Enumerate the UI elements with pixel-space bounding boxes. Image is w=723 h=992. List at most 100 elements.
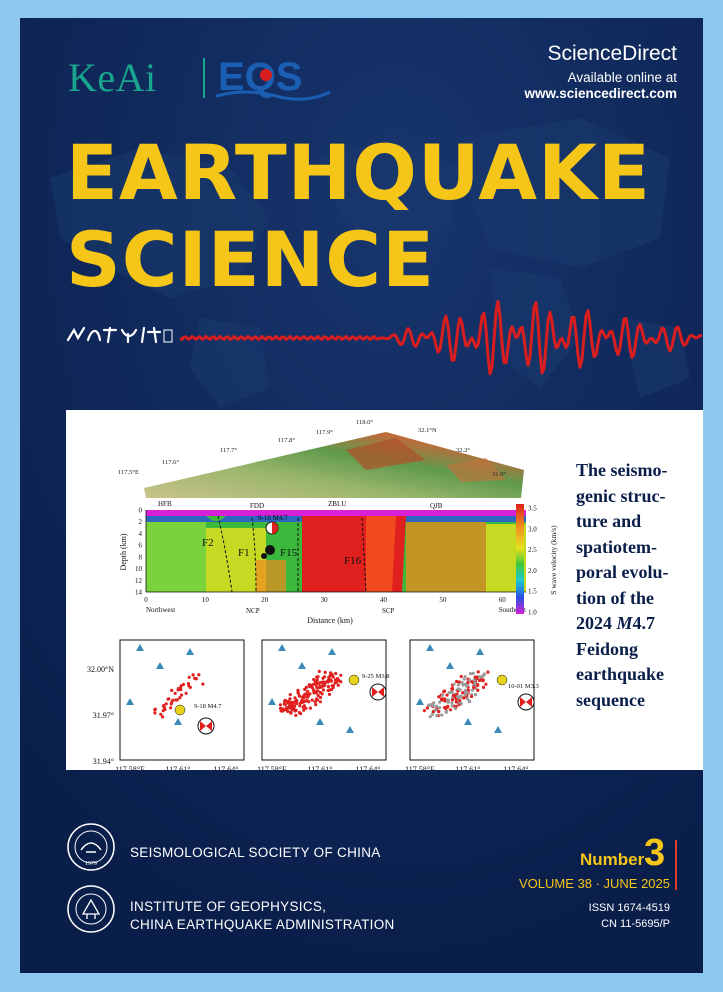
aftershock-point bbox=[306, 689, 310, 693]
epicenter-map bbox=[409, 639, 535, 761]
journal-title-line2: SCIENCE bbox=[66, 215, 436, 304]
aftershock-point bbox=[440, 698, 444, 702]
aftershock-point bbox=[486, 670, 490, 674]
depth-tick: 0 bbox=[139, 507, 143, 515]
aftershock-point bbox=[163, 707, 167, 712]
map-lon-tick: 117.9° bbox=[316, 429, 333, 436]
aftershock-point bbox=[169, 702, 173, 706]
epicenter-map bbox=[119, 639, 245, 761]
aftershock-point bbox=[310, 698, 314, 702]
aftershock-point bbox=[463, 675, 467, 679]
caption-line: tion of the bbox=[576, 587, 654, 608]
aftershock-point bbox=[319, 680, 323, 684]
aftershock-point bbox=[437, 710, 441, 714]
mainshock-marker bbox=[174, 704, 186, 716]
society2-line2: CHINA EARTHQUAKE ADMINISTRATION bbox=[130, 917, 395, 932]
aftershock-point bbox=[450, 687, 454, 691]
aftershock-point bbox=[324, 680, 328, 684]
aftershock-point bbox=[466, 680, 470, 684]
aftershock-point bbox=[476, 670, 480, 674]
colorbar-tick: 3.5 bbox=[528, 505, 537, 513]
aftershock-point bbox=[335, 680, 339, 684]
aftershock-point bbox=[187, 684, 191, 688]
aftershock-point bbox=[329, 679, 334, 683]
aftershock-point bbox=[458, 695, 462, 699]
society2-name: INSTITUTE OF GEOPHYSICS, CHINA EARTHQUAK… bbox=[130, 898, 395, 934]
map-lon-tick: 117.8° bbox=[278, 437, 295, 444]
distance-tick: 50 bbox=[439, 596, 447, 604]
aftershock-point bbox=[473, 682, 477, 687]
map-lon-tick: 118.0° bbox=[356, 419, 373, 426]
caption-line: spatiotem- bbox=[576, 536, 657, 557]
distance-tick: 40 bbox=[380, 596, 388, 604]
aftershock-point bbox=[472, 678, 476, 682]
main-event-label: 9-18 M4.7 bbox=[258, 514, 288, 522]
depth-tick: 14 bbox=[135, 589, 143, 597]
aftershock-point bbox=[316, 693, 320, 698]
aftershock-point bbox=[318, 700, 322, 704]
aftershock-point bbox=[312, 682, 316, 686]
velocity-cross-section bbox=[146, 510, 526, 593]
keai-logo: KeAi bbox=[68, 55, 157, 100]
map-event-label: 9-18 M4.7 bbox=[194, 703, 222, 710]
aftershock-point bbox=[462, 696, 466, 700]
aftershock-point bbox=[302, 708, 306, 712]
ncp-label: NCP bbox=[246, 607, 260, 615]
aftershock-point bbox=[292, 704, 297, 708]
caption-line: 2024 M4.7 bbox=[576, 613, 656, 633]
institute-geophysics-logo bbox=[67, 885, 115, 933]
journal-title-line1: EARTHQUAKE bbox=[66, 128, 651, 217]
fault-label: F2 bbox=[202, 537, 214, 549]
caption-line: Feidong bbox=[576, 638, 639, 659]
aftershock-point bbox=[184, 691, 188, 695]
aftershock-point bbox=[459, 674, 463, 679]
caption-line: genic struc- bbox=[576, 485, 666, 506]
aftershock-point bbox=[161, 715, 165, 719]
aftershock-point bbox=[316, 689, 320, 693]
aftershock-point bbox=[475, 676, 479, 680]
aftershock-point bbox=[311, 688, 316, 692]
aftershock-point bbox=[450, 698, 454, 702]
aftershock-point bbox=[153, 711, 157, 715]
aftershock-point bbox=[317, 669, 321, 673]
aftershock-point bbox=[296, 688, 300, 692]
depth-tick: 8 bbox=[139, 553, 143, 561]
map-lat-tick: 32.2° bbox=[456, 447, 470, 454]
society-logo-year: 1979 bbox=[85, 861, 97, 867]
aftershock-point bbox=[466, 688, 471, 692]
aftershock-point bbox=[440, 713, 444, 717]
distance-tick: 0 bbox=[144, 596, 148, 604]
station-marker bbox=[278, 644, 286, 651]
aftershock-point bbox=[279, 709, 283, 713]
aftershock-point bbox=[453, 706, 458, 711]
station-marker bbox=[346, 726, 354, 733]
aftershock-point bbox=[314, 703, 318, 707]
sciencedirect-url[interactable]: www.sciencedirect.com bbox=[524, 86, 677, 101]
aftershock-point bbox=[327, 692, 332, 696]
aftershock-point bbox=[444, 710, 448, 714]
aftershock-point bbox=[463, 689, 467, 693]
station-marker bbox=[316, 718, 324, 725]
aftershock-point bbox=[285, 706, 289, 710]
distance-tick: 60 bbox=[499, 596, 507, 604]
aftershock-point bbox=[467, 699, 471, 703]
colorbar-tick: 2.0 bbox=[528, 567, 537, 575]
maps-lon-tick: 117.58°E bbox=[257, 765, 287, 770]
aftershock-point bbox=[449, 690, 453, 694]
aftershock-point bbox=[443, 699, 447, 703]
maps-lon-tick: 117.58°E bbox=[405, 765, 435, 770]
aftershock-point bbox=[278, 706, 283, 711]
aftershock-point bbox=[333, 678, 337, 682]
aftershock-point bbox=[466, 691, 470, 695]
aftershock-point bbox=[312, 691, 316, 695]
aftershock-point bbox=[339, 680, 343, 684]
aftershock-point bbox=[179, 693, 184, 697]
cn-number: CN 11-5695/P bbox=[601, 918, 670, 930]
aftershock-point bbox=[452, 682, 456, 686]
seismogram-wave bbox=[180, 299, 703, 376]
station-marker bbox=[476, 648, 484, 655]
aftershock-point bbox=[179, 684, 183, 688]
aftershock-point bbox=[455, 695, 459, 699]
aftershock-point bbox=[444, 706, 448, 711]
station-marker bbox=[298, 662, 306, 669]
